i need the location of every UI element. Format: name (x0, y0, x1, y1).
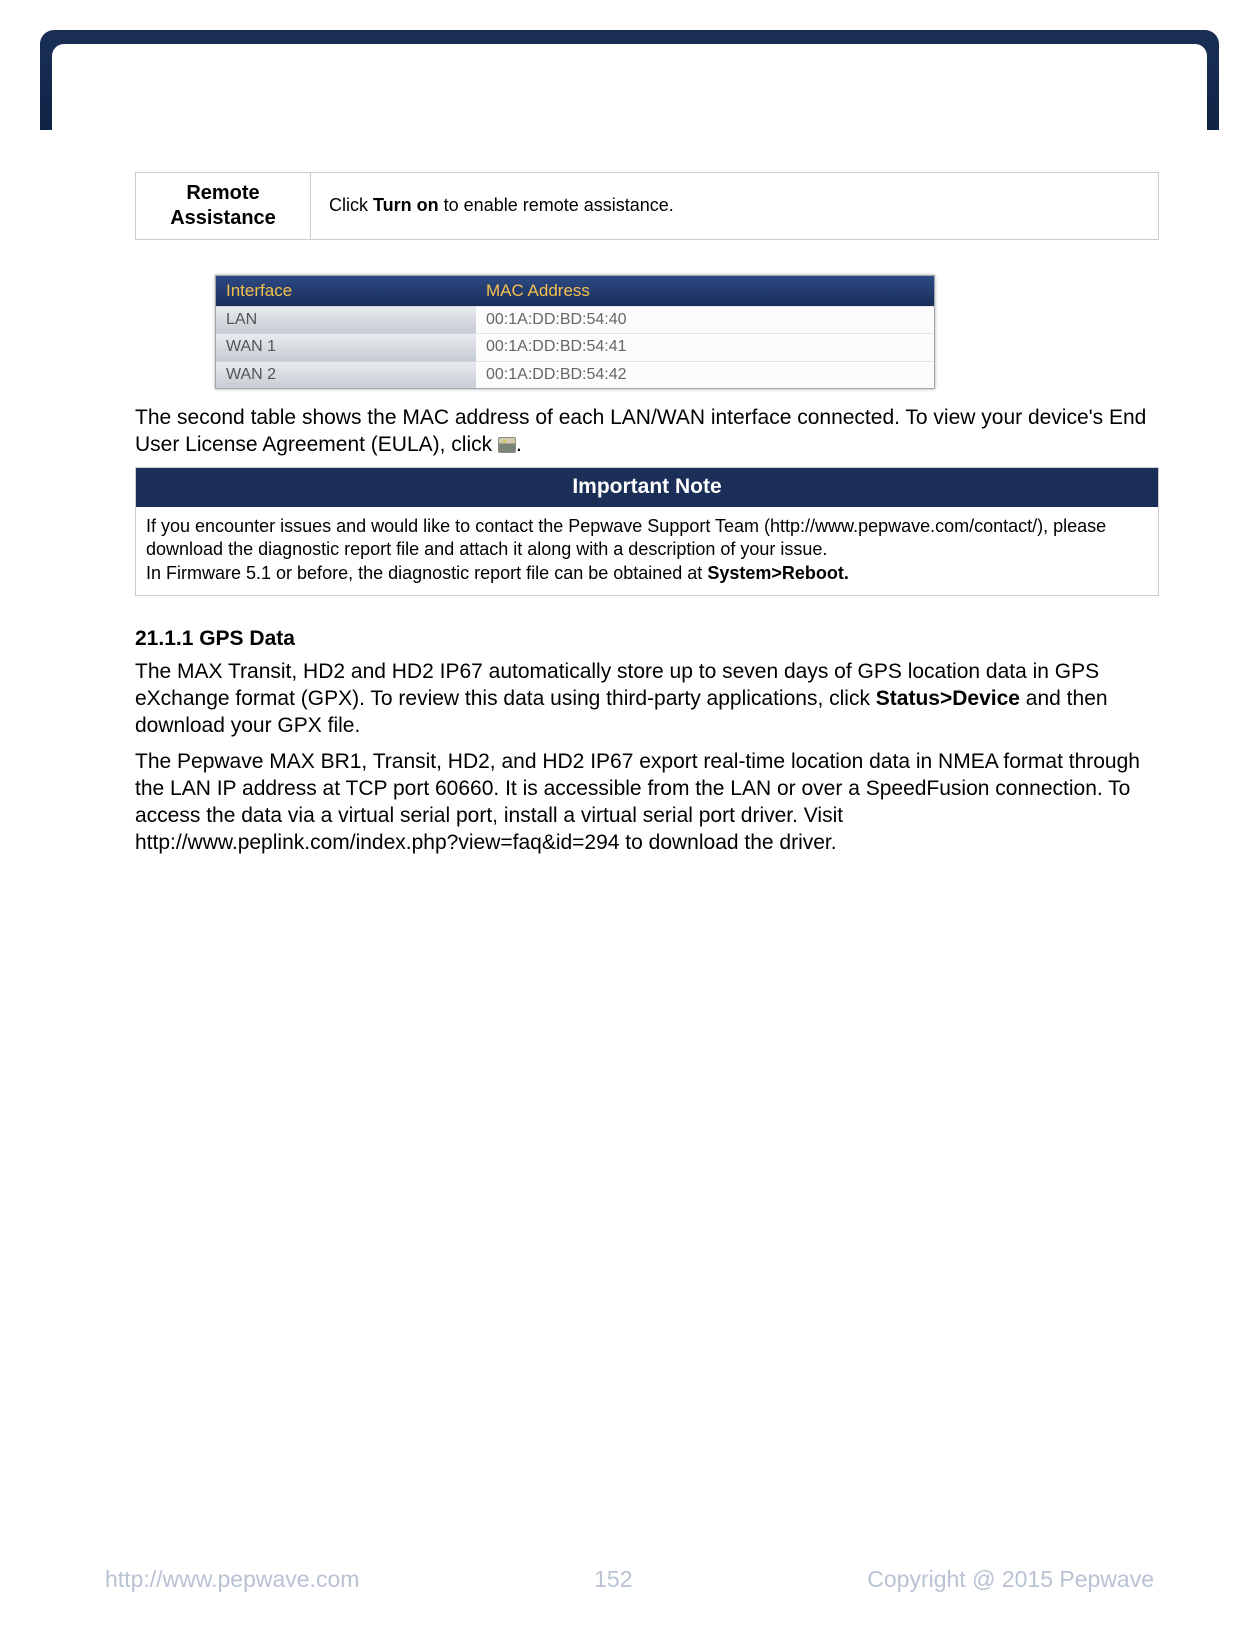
table-row: WAN 2 00:1A:DD:BD:54:42 (216, 361, 934, 388)
footer-url: http://www.pepwave.com (105, 1566, 359, 1593)
gps-paragraph-2: The Pepwave MAX BR1, Transit, HD2, and H… (135, 749, 1159, 857)
mac-header-interface: Interface (216, 276, 476, 306)
mac-header-mac: MAC Address (476, 276, 934, 306)
gps-section-heading: 21.1.1 GPS Data (135, 626, 1159, 653)
remote-assistance-row: Remote Assistance Click Turn on to enabl… (135, 172, 1159, 240)
table-row: WAN 1 00:1A:DD:BD:54:41 (216, 333, 934, 360)
footer-copyright: Copyright @ 2015 Pepwave (867, 1566, 1154, 1593)
mac-address-table: Interface MAC Address LAN 00:1A:DD:BD:54… (215, 275, 935, 389)
doc-title: Pepwave MAX and Surf User Manual (135, 42, 846, 89)
mac-row-mac: 00:1A:DD:BD:54:42 (476, 361, 934, 388)
remote-label-line1: Remote (186, 182, 259, 204)
mac-row-iface: WAN 1 (216, 333, 476, 360)
remote-desc-prefix: Click (329, 195, 373, 215)
table-row: LAN 00:1A:DD:BD:54:40 (216, 306, 934, 333)
remote-label-line2: Assistance (170, 207, 276, 229)
gps-paragraph-1: The MAX Transit, HD2 and HD2 IP67 automa… (135, 659, 1159, 740)
mac-row-iface: WAN 2 (216, 361, 476, 388)
note-line2-prefix: In Firmware 5.1 or before, the diagnosti… (146, 563, 707, 583)
footer-page-number: 152 (594, 1566, 632, 1593)
note-line2-bold: System>Reboot. (707, 563, 849, 583)
note-line1: If you encounter issues and would like t… (146, 516, 1106, 559)
important-note-block: Important Note If you encounter issues a… (135, 467, 1159, 596)
mac-intro-after: . (516, 433, 522, 456)
page-frame: Pepwave MAX and Surf User Manual Remote … (0, 0, 1259, 1651)
mac-row-mac: 00:1A:DD:BD:54:40 (476, 306, 934, 333)
gps-p1-bold: Status>Device (876, 687, 1020, 710)
mac-table-header: Interface MAC Address (216, 276, 934, 306)
remote-desc-bold: Turn on (373, 195, 439, 215)
content-area: Remote Assistance Click Turn on to enabl… (135, 172, 1159, 1531)
eula-icon (498, 437, 516, 453)
mac-row-iface: LAN (216, 306, 476, 333)
remote-desc-suffix: to enable remote assistance. (439, 195, 674, 215)
important-note-header: Important Note (136, 468, 1158, 507)
mac-intro-paragraph: The second table shows the MAC address o… (135, 405, 1159, 459)
remote-assistance-desc: Click Turn on to enable remote assistanc… (311, 194, 674, 217)
remote-assistance-label: Remote Assistance (136, 173, 311, 239)
important-note-body: If you encounter issues and would like t… (136, 507, 1158, 595)
mac-row-mac: 00:1A:DD:BD:54:41 (476, 333, 934, 360)
mac-intro-text: The second table shows the MAC address o… (135, 406, 1146, 456)
page-footer: http://www.pepwave.com 152 Copyright @ 2… (105, 1566, 1154, 1593)
